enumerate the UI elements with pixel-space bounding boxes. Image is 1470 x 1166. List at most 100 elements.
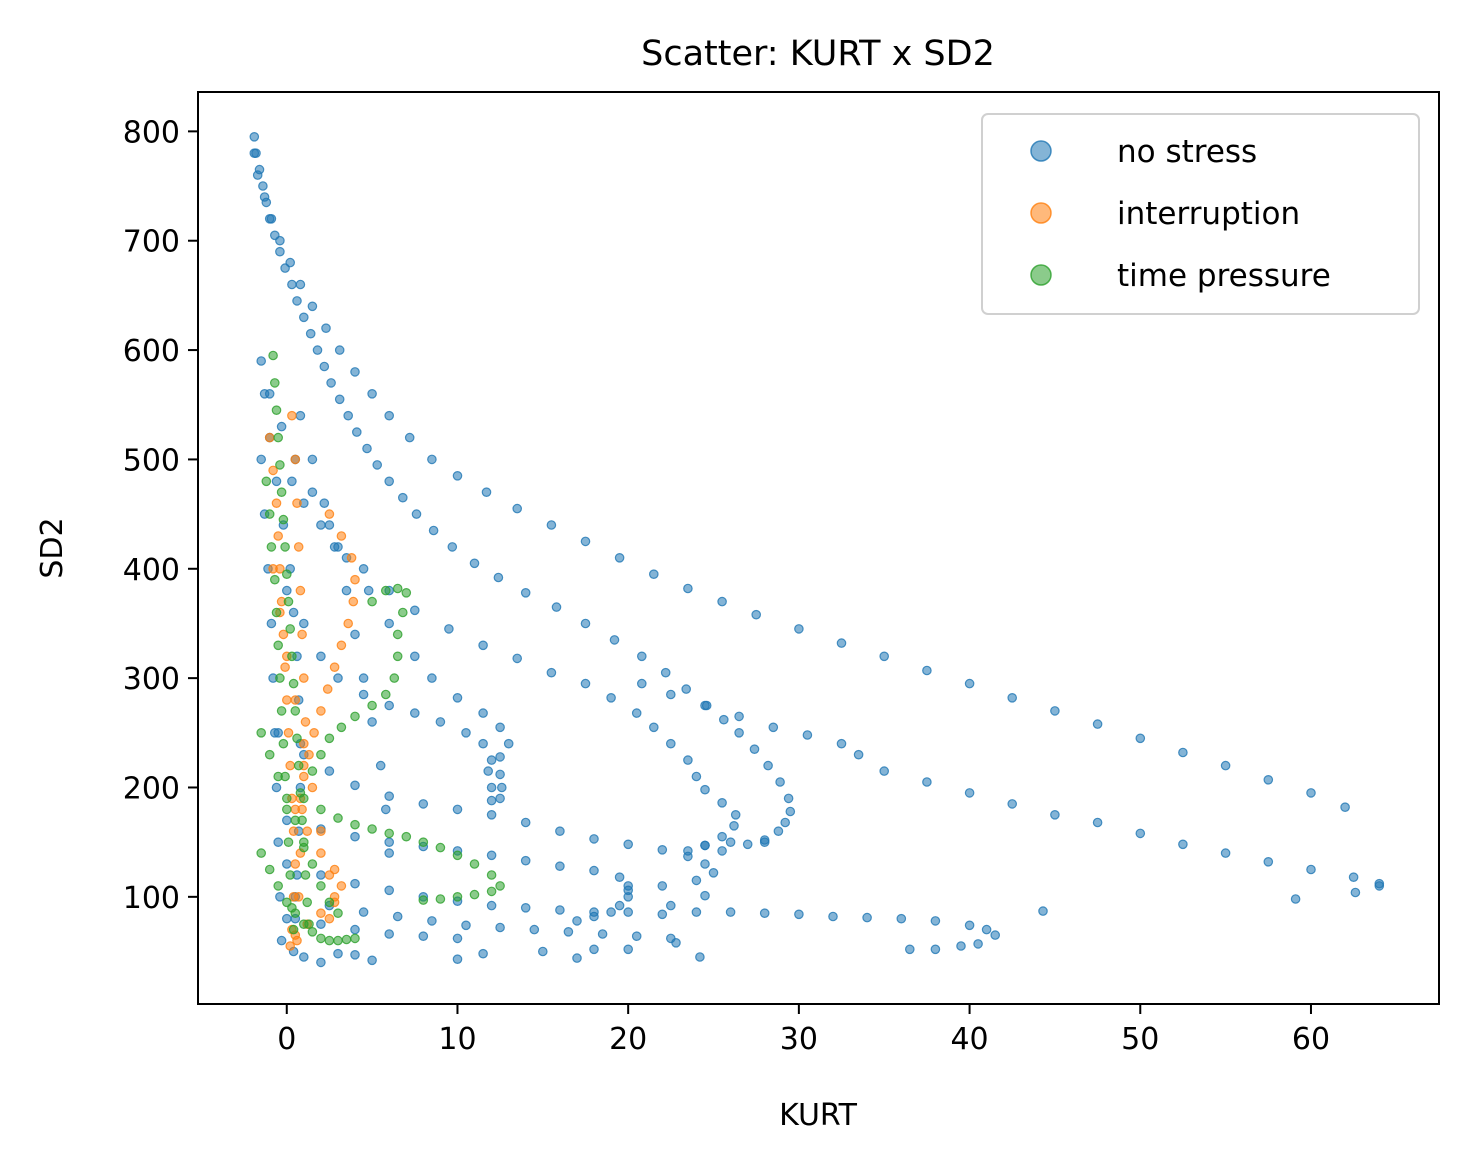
data-point (418, 931, 429, 941)
data-point (293, 542, 304, 552)
data-point (1050, 706, 1060, 716)
data-point (742, 839, 753, 850)
data-point (551, 602, 562, 612)
data-point (623, 881, 633, 891)
data-point (319, 361, 330, 372)
legend-marker (1030, 140, 1052, 162)
data-point (384, 929, 394, 939)
data-point (316, 957, 326, 968)
data-point (435, 894, 446, 904)
data-point (486, 782, 497, 793)
data-point (572, 916, 582, 926)
data-point (452, 850, 463, 861)
data-point (266, 214, 277, 224)
data-point (486, 795, 497, 806)
data-point (275, 235, 285, 246)
data-point (734, 711, 744, 722)
data-point (281, 913, 292, 924)
data-point (384, 848, 394, 858)
data-point (343, 410, 353, 421)
data-point (324, 733, 335, 744)
data-point (281, 815, 292, 826)
data-point (486, 886, 497, 897)
data-point (636, 678, 647, 689)
data-point (964, 920, 975, 931)
x-tick-label: 10 (438, 1022, 476, 1057)
data-point (307, 301, 318, 312)
data-point (435, 717, 446, 727)
data-point (708, 867, 719, 878)
data-point (700, 700, 710, 711)
data-point (290, 908, 301, 918)
data-point (384, 885, 394, 896)
data-point (283, 596, 294, 607)
data-point (717, 797, 727, 808)
data-point (281, 585, 292, 596)
data-point (280, 542, 290, 552)
data-point (281, 793, 292, 804)
data-point (298, 952, 309, 962)
data-point (397, 492, 408, 503)
data-point (520, 817, 531, 828)
data-point (780, 817, 790, 828)
data-point (1135, 733, 1146, 744)
data-point (730, 809, 741, 820)
x-tick-label: 40 (950, 1022, 988, 1057)
data-point (392, 629, 403, 640)
chart-title: Scatter: KURT x SD2 (641, 34, 995, 74)
data-point (290, 454, 301, 465)
data-point (264, 509, 275, 519)
data-point (401, 587, 412, 598)
data-point (278, 629, 289, 640)
data-point (367, 955, 377, 966)
data-point (258, 181, 268, 191)
data-point (266, 542, 277, 552)
data-point (350, 933, 360, 944)
plot-frame (197, 91, 1440, 1005)
x-tick-label: 0 (277, 1022, 296, 1057)
data-point (288, 607, 299, 618)
y-tick-label: 100 (123, 881, 180, 916)
data-point (717, 831, 727, 842)
data-point (295, 585, 306, 596)
data-point (1263, 774, 1274, 785)
data-point (285, 760, 295, 771)
data-point (384, 700, 394, 711)
data-point (922, 777, 932, 787)
data-point (324, 935, 335, 946)
data-point (350, 367, 360, 377)
data-point (298, 837, 309, 847)
data-point (256, 356, 266, 366)
data-point (691, 875, 702, 886)
data-point (589, 944, 599, 955)
data-point (322, 684, 333, 694)
data-point (351, 427, 362, 437)
data-point (478, 948, 488, 959)
data-point (623, 944, 633, 955)
data-point (348, 596, 359, 607)
data-point (930, 944, 941, 955)
data-point (384, 828, 394, 839)
data-point (300, 717, 311, 727)
data-point (1220, 848, 1231, 858)
data-point (358, 907, 369, 917)
data-point (749, 744, 760, 754)
data-point (271, 607, 282, 618)
data-point (269, 574, 280, 585)
data-point (1038, 906, 1048, 916)
data-point (1135, 828, 1146, 839)
data-point (307, 487, 318, 497)
data-point (343, 618, 353, 629)
data-point (520, 587, 531, 598)
data-point (418, 799, 429, 809)
data-point (278, 738, 289, 749)
data-point (794, 909, 804, 920)
data-point (409, 605, 420, 616)
data-point (249, 148, 260, 158)
data-point (326, 378, 336, 388)
data-point (478, 738, 488, 749)
data-point (276, 487, 287, 497)
data-point (452, 954, 463, 964)
data-point (307, 766, 318, 776)
data-point (316, 908, 326, 918)
